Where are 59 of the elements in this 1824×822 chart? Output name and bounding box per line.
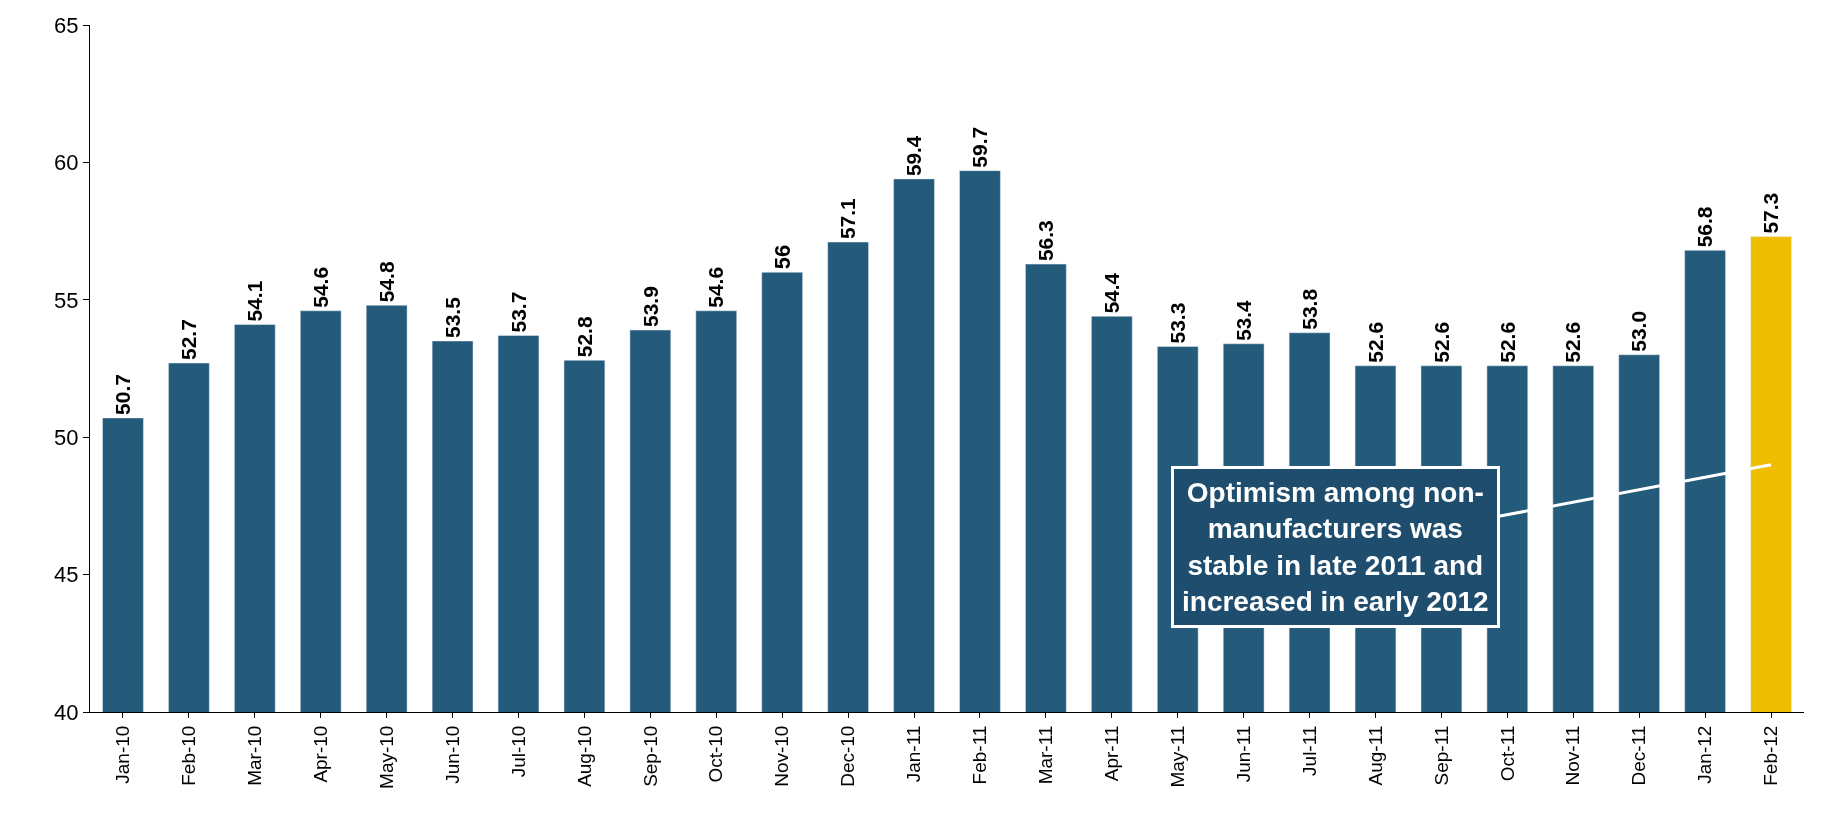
data-label: 53.5 bbox=[440, 296, 464, 339]
data-label: 56.8 bbox=[1693, 206, 1717, 248]
x-tick-label: May-11 bbox=[1166, 725, 1188, 788]
x-tick-label: Jan-11 bbox=[903, 725, 925, 783]
data-label: 50.7 bbox=[111, 374, 135, 415]
x-tick-label: Nov-11 bbox=[1562, 725, 1584, 786]
x-tick-label: Mar-11 bbox=[1035, 725, 1057, 785]
data-label: 52.8 bbox=[572, 316, 596, 358]
data-label: 53.8 bbox=[1297, 288, 1321, 330]
x-tick-label: Dec-11 bbox=[1628, 725, 1650, 786]
data-label: 54.8 bbox=[374, 261, 398, 303]
y-tick-label: 60 bbox=[54, 150, 79, 176]
data-label: 54.6 bbox=[704, 266, 728, 308]
x-tick-label: Aug-10 bbox=[573, 725, 595, 787]
x-tick-label: Feb-10 bbox=[178, 725, 200, 786]
data-label: 57.3 bbox=[1759, 192, 1783, 234]
data-label: 52.7 bbox=[177, 319, 201, 360]
x-tick-label: Oct-10 bbox=[705, 725, 727, 783]
x-tick-label: Apr-11 bbox=[1100, 725, 1122, 782]
y-tick-label: 65 bbox=[54, 12, 79, 38]
y-tick-label: 50 bbox=[54, 424, 79, 450]
data-label: 53.4 bbox=[1231, 300, 1255, 341]
data-label: 54.1 bbox=[242, 280, 266, 322]
data-label: 52.6 bbox=[1363, 321, 1387, 363]
x-tick-label: Jan-10 bbox=[112, 725, 134, 784]
x-tick-label: Feb-11 bbox=[969, 725, 991, 785]
data-label: 52.6 bbox=[1495, 321, 1519, 363]
data-label: 56.3 bbox=[1034, 220, 1058, 262]
x-tick-label: Jan-12 bbox=[1694, 725, 1716, 784]
data-label: 53.9 bbox=[638, 286, 662, 328]
x-tick-label: Sep-11 bbox=[1430, 725, 1452, 786]
data-label: 54.4 bbox=[1099, 272, 1123, 314]
x-tick-label: Feb-12 bbox=[1760, 725, 1782, 786]
data-label: 57.1 bbox=[836, 197, 860, 240]
x-tick-label: Jun-11 bbox=[1232, 725, 1254, 783]
x-tick-label: Nov-10 bbox=[771, 725, 793, 787]
data-label: 59.4 bbox=[902, 135, 926, 176]
x-tick-label: Jul-11 bbox=[1298, 725, 1320, 776]
data-label: 52.6 bbox=[1429, 321, 1453, 363]
x-tick-label: Jun-10 bbox=[441, 725, 463, 784]
x-tick-label: Aug-11 bbox=[1364, 725, 1386, 786]
x-tick-label: Oct-11 bbox=[1496, 725, 1518, 782]
annotation: Optimism among non- manufacturers was stable in late 2011 and increased in early 2012 bbox=[1182, 477, 1489, 618]
data-label: 52.6 bbox=[1561, 321, 1585, 363]
y-tick-label: 40 bbox=[54, 699, 79, 725]
x-tick-label: Sep-10 bbox=[639, 725, 661, 787]
y-tick-label: 55 bbox=[54, 287, 79, 313]
x-tick-label: Apr-10 bbox=[309, 725, 331, 783]
data-label: 53.0 bbox=[1627, 310, 1651, 352]
x-tick-label: Dec-10 bbox=[837, 725, 859, 787]
x-tick-label: Mar-10 bbox=[243, 725, 265, 786]
x-tick-label: May-10 bbox=[375, 725, 397, 789]
data-label: 56 bbox=[769, 244, 795, 270]
data-label: 54.6 bbox=[308, 266, 332, 308]
y-tick-label: 45 bbox=[54, 562, 79, 588]
x-tick-label: Jul-10 bbox=[507, 725, 529, 778]
data-label: 53.7 bbox=[506, 291, 530, 333]
data-label: 53.3 bbox=[1165, 302, 1189, 344]
data-label: 59.7 bbox=[968, 126, 992, 168]
